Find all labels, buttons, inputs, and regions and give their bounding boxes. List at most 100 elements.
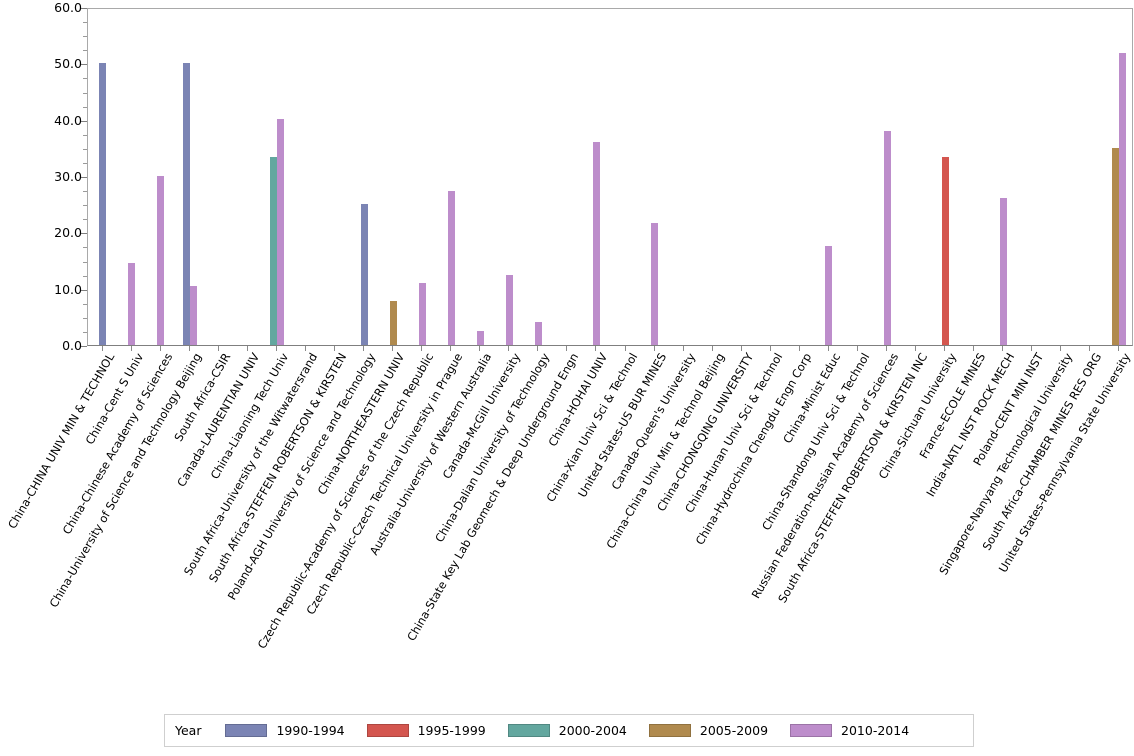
y-tick-label: 30.0 <box>54 169 82 184</box>
x-tick <box>131 346 132 351</box>
y-tick-minor <box>83 219 87 221</box>
bar <box>269 157 277 345</box>
legend-label: 1995-1999 <box>417 723 486 738</box>
x-tick <box>1060 346 1061 351</box>
bar <box>128 262 136 345</box>
bar <box>389 301 397 345</box>
x-tick <box>537 346 538 351</box>
legend-swatch <box>507 724 550 737</box>
bar <box>651 222 659 345</box>
legend-item[interactable]: 2010-2014 <box>790 723 909 738</box>
x-tick <box>1002 346 1003 351</box>
y-tick-minor <box>83 162 87 164</box>
y-tick-minor <box>83 22 87 24</box>
y-tick-label: 0.0 <box>62 338 82 353</box>
bar <box>447 190 455 345</box>
x-tick <box>1031 346 1032 351</box>
y-tick-label: 60.0 <box>54 0 82 15</box>
x-tick <box>1118 346 1119 351</box>
x-tick <box>973 346 974 351</box>
bar <box>1112 147 1120 345</box>
x-tick <box>654 346 655 351</box>
y-tick-major <box>81 346 87 347</box>
x-tick <box>160 346 161 351</box>
x-tick <box>479 346 480 351</box>
x-tick <box>363 346 364 351</box>
bar <box>999 197 1007 345</box>
y-tick-major <box>81 289 87 291</box>
y-tick-minor <box>83 261 87 263</box>
x-tick <box>305 346 306 351</box>
y-tick-minor <box>83 317 87 319</box>
x-tick <box>915 346 916 351</box>
y-tick-minor <box>83 205 87 207</box>
bar <box>476 331 484 345</box>
bar <box>1119 53 1127 345</box>
bar <box>189 285 197 345</box>
x-tick <box>886 346 887 351</box>
y-tick-minor <box>83 106 87 108</box>
y-tick-minor <box>83 148 87 150</box>
x-tick <box>450 346 451 351</box>
legend-item[interactable]: 1990-1994 <box>225 723 345 738</box>
y-tick-minor <box>83 134 87 136</box>
x-tick <box>218 346 219 351</box>
x-tick <box>828 346 829 351</box>
x-tick <box>102 346 103 351</box>
x-tick <box>334 346 335 351</box>
y-tick-major <box>81 233 87 235</box>
x-tick <box>421 346 422 351</box>
bar <box>505 274 513 345</box>
bar <box>157 176 165 345</box>
bar <box>182 63 190 345</box>
legend-label: 1990-1994 <box>276 723 345 738</box>
legend-label: 2000-2004 <box>558 723 627 738</box>
x-tick <box>712 346 713 351</box>
y-tick-major <box>81 120 87 122</box>
x-tick <box>1089 346 1090 351</box>
y-tick-major <box>81 64 87 66</box>
x-tick <box>247 346 248 351</box>
legend-label: 2005-2009 <box>699 723 769 738</box>
y-tick-major <box>81 8 87 9</box>
y-tick-minor <box>83 191 87 193</box>
x-tick <box>189 346 190 351</box>
bar <box>276 118 284 345</box>
x-tick <box>508 346 509 351</box>
legend-swatch <box>366 724 409 737</box>
x-axis-labels: China-CHINA UNIV MIN & TECHNOL China-Cent… <box>0 351 1134 681</box>
y-tick-major <box>81 177 87 178</box>
legend-label: 2010-2014 <box>841 723 910 738</box>
bar <box>941 157 949 345</box>
legend-swatch <box>225 724 268 737</box>
bar-group <box>88 9 1132 345</box>
y-tick-minor <box>83 247 87 249</box>
bar <box>592 142 600 345</box>
x-tick <box>566 346 567 351</box>
legend-item[interactable]: 1995-1999 <box>366 723 486 738</box>
x-tick <box>683 346 684 351</box>
bar <box>418 283 426 345</box>
y-tick-minor <box>83 78 87 80</box>
legend-swatch <box>648 724 691 737</box>
y-tick-minor <box>83 275 87 277</box>
bar <box>825 245 833 345</box>
legend-item[interactable]: 2000-2004 <box>507 723 627 738</box>
legend-items: 1990-1994 1995-1999 2000-2004 2005-2009 2010… <box>225 723 931 738</box>
x-tick <box>799 346 800 351</box>
y-tick-label: 20.0 <box>54 225 82 241</box>
bar <box>883 130 891 345</box>
bar <box>534 322 542 345</box>
x-tick <box>944 346 945 351</box>
bar <box>99 63 107 345</box>
bar <box>360 204 368 345</box>
y-tick-minor <box>83 303 87 305</box>
legend-item[interactable]: 2005-2009 <box>648 723 769 738</box>
y-tick-minor <box>83 50 87 52</box>
x-tick <box>595 346 596 351</box>
x-tick-label: China-CHINA UNIV MIN & TECHNOL <box>4 350 117 532</box>
x-tick <box>392 346 393 351</box>
y-tick-label: 10.0 <box>54 281 82 297</box>
legend-title: Year <box>175 723 202 738</box>
y-tick-label: 40.0 <box>54 112 82 128</box>
